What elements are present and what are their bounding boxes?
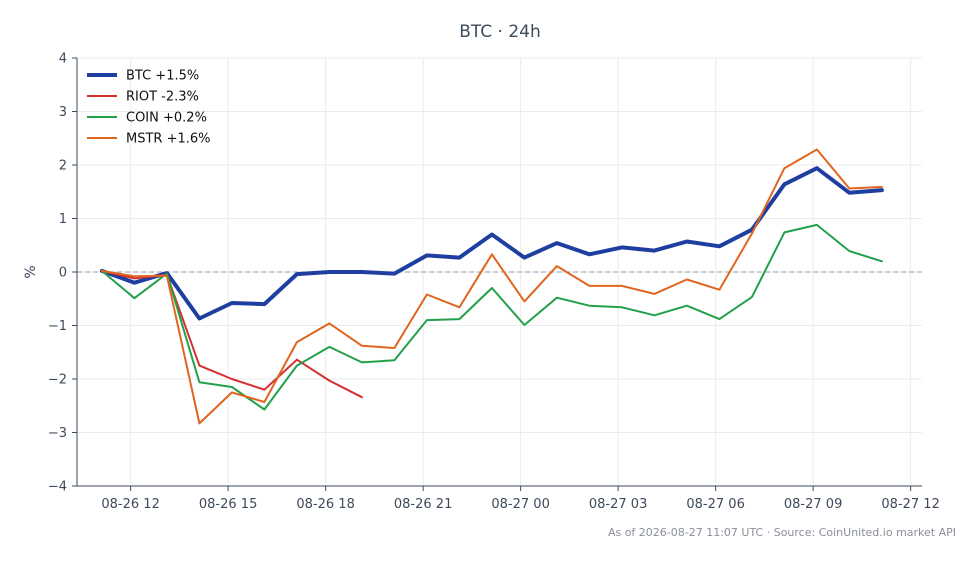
y-tick-label: 2: [59, 159, 67, 174]
series-line-btc: [99, 166, 884, 321]
x-tick-label: 08-27 06: [686, 497, 744, 512]
y-tick-label: −1: [48, 319, 67, 334]
y-axis-label: %: [23, 265, 39, 278]
x-tick-label: 08-27 00: [491, 497, 549, 512]
x-tick-label: 08-26 15: [199, 497, 257, 512]
series-line-mstr: [100, 148, 883, 425]
y-tick-label: 3: [59, 105, 67, 120]
x-tick-label: 08-26 12: [101, 497, 159, 512]
legend-label: COIN +0.2%: [126, 111, 207, 126]
y-tick-label: 1: [59, 212, 67, 227]
x-tick-label: 08-26 18: [296, 497, 354, 512]
series-line-riot: [100, 269, 363, 399]
legend: BTC +1.5% RIOT -2.3% COIN +0.2% MSTR +1.6%: [87, 69, 211, 147]
x-tick-label: 08-26 21: [394, 497, 452, 512]
x-tick-label: 08-27 09: [784, 497, 842, 512]
legend-label: BTC +1.5%: [126, 69, 199, 84]
y-tick-label: 0: [59, 266, 67, 281]
chart-title: BTC · 24h: [459, 22, 541, 42]
legend-label: RIOT -2.3%: [126, 90, 199, 105]
source-footer: As of 2026-08-27 11:07 UTC · Source: Coi…: [607, 526, 956, 539]
x-tick-label: 08-27 03: [589, 497, 647, 512]
plot-area: −4 −3 −2 −1 0 1 2 3 4 08-26 12 08-26 15 08-26 18 08-…: [48, 52, 940, 513]
y-tick-label: −4: [48, 480, 67, 495]
series-line-coin: [100, 223, 883, 411]
y-tick-label: 4: [59, 52, 67, 67]
x-tick-label: 08-27 12: [881, 497, 939, 512]
y-tick-label: −3: [48, 426, 67, 441]
y-tick-label: −2: [48, 373, 67, 388]
legend-label: MSTR +1.6%: [126, 132, 211, 147]
